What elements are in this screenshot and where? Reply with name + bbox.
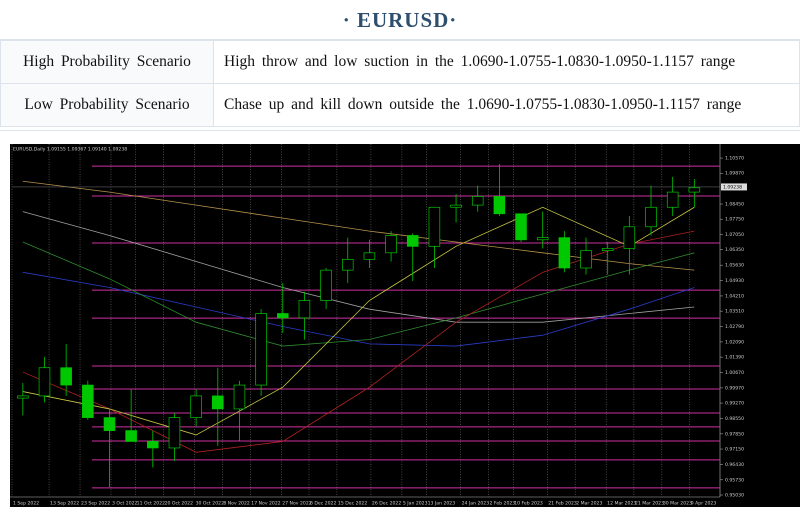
y-tick-label: 0.99970 xyxy=(725,385,744,391)
x-tick-label: 21 Feb 2023 xyxy=(548,501,577,507)
candle-body xyxy=(666,191,679,208)
candle-body xyxy=(255,313,267,386)
candle-body xyxy=(298,300,311,319)
y-tick-label: 0.98550 xyxy=(725,416,744,422)
candle-body xyxy=(17,395,29,399)
y-tick-label: 1.04930 xyxy=(725,278,744,284)
y-tick-label: 1.09870 xyxy=(725,171,744,177)
page-title: · EURUSD· xyxy=(0,0,800,40)
candle-body xyxy=(277,313,289,319)
row-text: High throw and low suction in the 1.0690… xyxy=(213,40,800,84)
x-tick-label: 30 Mar 2023 xyxy=(663,501,692,507)
y-tick-label: 0.97850 xyxy=(725,431,744,437)
x-tick-label: 9 Apr 2023 xyxy=(691,501,717,507)
x-tick-label: 2 Feb 2023 xyxy=(490,501,516,507)
chart-header: EURUSD,Daily 1.09155 1.09367 1.09140 1.0… xyxy=(13,147,127,153)
candle-body xyxy=(320,269,332,301)
x-tick-label: 20 Oct 2022 xyxy=(165,501,193,507)
x-tick-label: 24 Jan 2023 xyxy=(462,501,490,507)
x-tick-label: 3 Oct 2022 xyxy=(112,501,138,507)
table-row: High Probability Scenario High throw and… xyxy=(0,40,800,84)
y-tick-label: 1.08450 xyxy=(725,202,744,208)
x-tick-label: 11 Oct 2022 xyxy=(137,501,165,507)
candle-body xyxy=(515,213,527,241)
row-label: Low Probability Scenario xyxy=(0,83,214,127)
candle-body xyxy=(38,367,51,397)
scenario-table: High Probability Scenario High throw and… xyxy=(0,40,800,127)
candle-body xyxy=(103,417,116,431)
x-tick-label: 21 Mar 2023 xyxy=(635,501,664,507)
x-tick-label: 13 Jan 2023 xyxy=(428,501,456,507)
y-tick-label: 1.02090 xyxy=(725,339,744,345)
candle-body xyxy=(212,395,224,410)
candle-body xyxy=(147,441,159,449)
row-text: Chase up and kill down outside the 1.069… xyxy=(213,83,800,127)
y-tick-label: 1.04210 xyxy=(725,293,744,299)
candle-body xyxy=(168,417,181,449)
x-tick-label: 2 Mar 2023 xyxy=(576,501,602,507)
y-tick-label: 1.07750 xyxy=(725,217,744,223)
candle-body xyxy=(385,235,397,254)
candle-body xyxy=(125,430,137,442)
y-tick-label: 1.01390 xyxy=(725,355,744,361)
x-tick-label: 6 Dec 2022 xyxy=(310,501,337,507)
candle-body xyxy=(341,258,354,271)
candle-body xyxy=(406,235,419,247)
y-tick-label: 1.03510 xyxy=(725,309,744,315)
x-tick-label: 5 Jan 2023 xyxy=(403,501,428,507)
moving-average xyxy=(22,211,695,323)
y-tick-label: 1.07050 xyxy=(725,232,744,238)
x-tick-label: 12 Mar 2023 xyxy=(607,501,636,507)
y-tick-label: 0.99270 xyxy=(725,401,744,407)
moving-average xyxy=(22,206,695,436)
candle-body xyxy=(82,384,94,418)
x-tick-label: 15 Dec 2022 xyxy=(338,501,367,507)
y-tick-label: 0.97150 xyxy=(725,447,744,453)
chart: EURUSD,Daily 1.09155 1.09367 1.09140 1.0… xyxy=(10,144,800,507)
y-tick-label: 0.96430 xyxy=(725,462,744,468)
x-tick-label: 8 Nov 2022 xyxy=(223,501,250,507)
chart-background xyxy=(10,144,800,507)
moving-average xyxy=(22,230,695,453)
y-tick-label: 1.02790 xyxy=(725,324,744,330)
x-tick-label: 10 Feb 2023 xyxy=(514,501,543,507)
x-tick-label: 30 Oct 2022 xyxy=(196,501,224,507)
candle-body xyxy=(471,196,484,206)
candle-body xyxy=(558,237,571,269)
candle-body xyxy=(450,204,462,208)
x-tick-label: 1 Sep 2022 xyxy=(13,501,39,507)
y-tick-label: 0.95730 xyxy=(725,477,744,483)
y-tick-label: 1.05630 xyxy=(725,263,744,269)
candle-body xyxy=(623,226,636,249)
table-row: Low Probability Scenario Chase up and ki… xyxy=(0,83,800,127)
x-tick-label: 27 Nov 2022 xyxy=(282,501,311,507)
moving-average xyxy=(22,180,695,271)
chart-frame: EURUSD,Daily 1.09155 1.09367 1.09140 1.0… xyxy=(0,130,800,511)
current-price-box xyxy=(721,183,747,191)
current-price-label: 1.09238 xyxy=(723,184,742,190)
moving-average xyxy=(22,241,695,347)
candle-body xyxy=(580,250,592,269)
moving-average xyxy=(22,271,695,347)
y-tick-label: 1.06350 xyxy=(725,247,744,253)
candle-body xyxy=(601,248,614,251)
x-tick-label: 23 Sep 2022 xyxy=(81,501,110,507)
candle-body xyxy=(428,206,441,247)
x-tick-label: 26 Dec 2022 xyxy=(372,501,401,507)
y-tick-label: 1.10570 xyxy=(725,156,744,162)
candle-body xyxy=(493,196,506,215)
row-label: High Probability Scenario xyxy=(0,40,214,84)
candle-body xyxy=(190,395,202,418)
y-tick-label: 1.00670 xyxy=(725,370,744,376)
x-tick-label: 17 Nov 2022 xyxy=(251,501,280,507)
candle-body xyxy=(645,206,657,228)
y-tick-label: 0.95030 xyxy=(725,493,744,499)
candle-body xyxy=(688,187,701,193)
candle-body xyxy=(233,384,246,410)
candle-body xyxy=(60,367,72,386)
candle-body xyxy=(536,237,549,241)
candle-body xyxy=(363,252,376,260)
x-tick-label: 13 Sep 2022 xyxy=(50,501,79,507)
